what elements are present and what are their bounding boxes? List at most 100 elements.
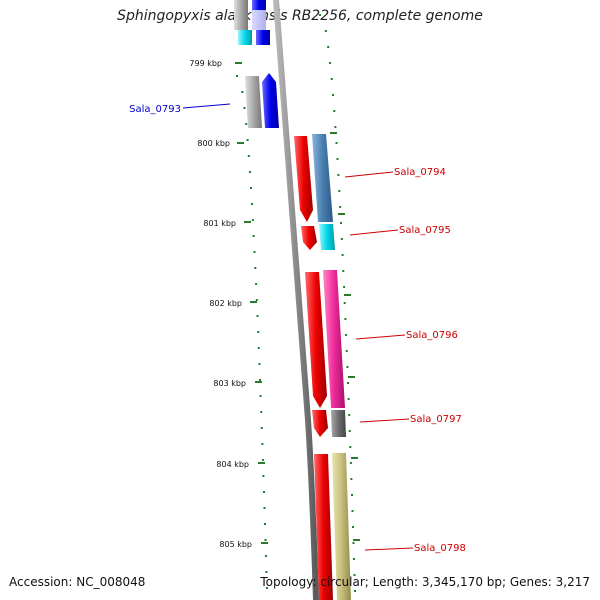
cds-arrow-0797 [312,410,328,437]
gene-Sala_0795[interactable] [301,224,335,250]
cog-box-0795 [319,224,335,250]
minor-tick-dot [351,510,354,512]
minor-tick-dot [349,462,352,464]
minor-tick-dot [327,46,330,48]
inner-minor-ticks [236,75,268,589]
gene-Sala_0797[interactable] [312,410,346,437]
gene-labels: Sala_0793 Sala_0794 Sala_0795 Sala_0796 … [129,104,466,554]
minor-tick-dot [255,283,258,285]
minor-tick-dot [241,91,244,93]
minor-tick-dot [254,267,257,269]
minor-tick-dot [335,142,338,144]
tick-label-802: 802 kbp [209,299,242,308]
minor-tick-dot [265,571,268,573]
minor-tick-dot [250,187,252,189]
minor-tick-dot [255,299,258,301]
minor-tick-dot [260,427,263,429]
minor-tick-dot [336,158,339,160]
map-title: Sphingopyxis alaskensis RB2256, complete… [117,8,483,24]
minor-tick-dot [249,171,251,173]
minor-tick-dot [346,366,349,368]
gene-label-Sala_0798[interactable]: Sala_0798 [414,543,466,554]
tick-label-804: 804 kbp [216,460,249,469]
gene-label-Sala_0797[interactable]: Sala_0797 [410,414,462,425]
gene-Sala_0796[interactable] [305,270,345,408]
minor-tick-dot [338,190,341,192]
minor-tick-dot [352,542,355,544]
cog-box-0797 [331,410,346,437]
minor-tick-dot [261,459,264,461]
minor-tick-dot [252,235,255,237]
minor-tick-dot [265,555,267,557]
cds-arrow-0798 [314,454,333,600]
tick-label-801: 801 kbp [203,219,236,228]
minor-tick-dot [340,238,343,240]
gene-label-Sala_0796[interactable]: Sala_0796 [406,330,458,341]
minor-tick-dot [256,315,259,317]
genome-backbone [273,0,319,600]
minor-tick-dot [343,286,346,288]
minor-tick-dot [341,254,344,256]
minor-tick-dot [319,14,321,16]
minor-tick-dot [236,75,238,77]
cog-box-0794 [312,134,333,222]
cds-arrow-0796 [305,272,327,408]
cds-arrow-0793 [262,73,279,128]
minor-tick-dot [347,398,350,400]
minor-tick-dot [259,395,262,397]
minor-tick-dot [247,155,250,157]
cog-box-0793 [245,76,262,128]
accession-text: Accession: NC_008048 [9,575,146,589]
minor-tick-dot [330,78,333,80]
minor-tick-dot [332,94,334,96]
minor-tick-dot [265,587,268,589]
gene-label-Sala_0795[interactable]: Sala_0795 [399,225,451,236]
minor-tick-dot [243,107,246,109]
minor-tick-dot [251,203,253,205]
minor-tick-dot [260,411,263,413]
minor-tick-dot [257,331,260,333]
minor-tick-dot [259,379,261,381]
minor-tick-dot [339,206,342,208]
gene-Sala_0794[interactable] [294,134,333,222]
cog-box-0796 [323,270,345,408]
feature-upstream[interactable] [234,0,270,45]
minor-tick-dot [262,475,265,477]
minor-tick-dot [350,478,353,480]
minor-tick-dot [343,302,346,304]
minor-tick-dot [353,558,355,560]
minor-tick-dot [347,382,349,384]
scale-major-ticks: 799 kbp 800 kbp 801 kbp 802 kbp 803 kbp … [189,59,268,549]
minor-tick-dot [337,174,340,176]
minor-tick-dot [348,414,351,416]
minor-tick-dot [251,219,254,221]
minor-tick-dot [264,539,267,541]
tick-label-800: 800 kbp [197,139,230,148]
gene-Sala_0798[interactable] [314,453,351,600]
minor-tick-dot [354,590,356,592]
gene-label-Sala_0794[interactable]: Sala_0794 [394,167,446,178]
minor-tick-dot [257,347,260,349]
gene-label-Sala_0793[interactable]: Sala_0793 [129,104,181,115]
minor-tick-dot [263,507,266,509]
minor-tick-dot [261,443,264,445]
minor-tick-dot [333,110,336,112]
minor-tick-dot [258,363,261,365]
cds-arrow-0794 [294,136,313,222]
minor-tick-dot [245,123,248,125]
minor-tick-dot [263,491,265,493]
minor-tick-dot [345,350,348,352]
minor-tick-dot [349,446,352,448]
genome-summary-text: Topology: circular; Length: 3,345,170 bp… [260,575,590,589]
minor-tick-dot [351,494,353,496]
cog-box-0798 [332,453,351,600]
minor-tick-dot [329,62,332,64]
tick-label-805: 805 kbp [219,540,252,549]
minor-tick-dot [342,270,345,272]
gene-Sala_0793[interactable] [245,73,279,128]
minor-tick-dot [353,574,356,576]
minor-tick-dot [324,30,327,32]
minor-tick-dot [348,430,351,432]
minor-tick-dot [246,139,249,141]
